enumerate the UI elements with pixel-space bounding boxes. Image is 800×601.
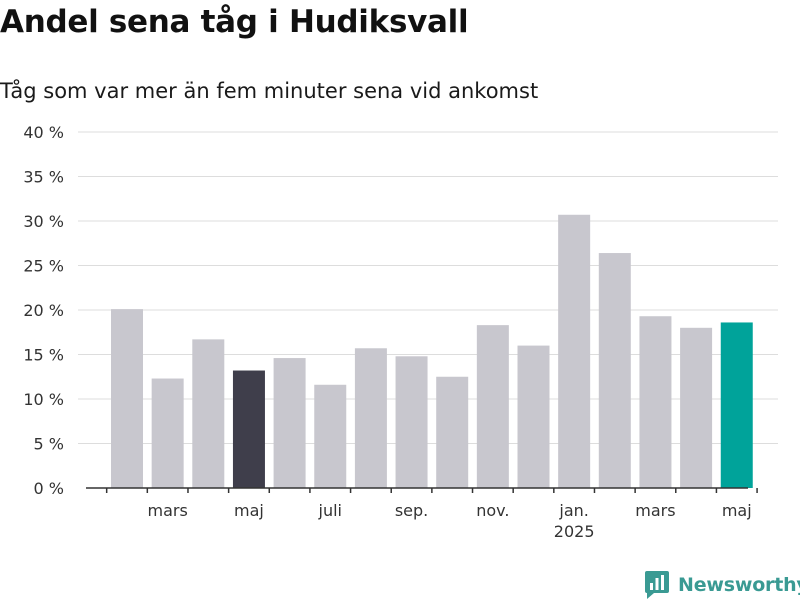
- x-tick-year-label: 2025: [554, 522, 595, 541]
- bar: [151, 378, 184, 488]
- y-tick-label: 35 %: [23, 168, 64, 187]
- x-tick-label: mars: [635, 501, 675, 520]
- bar: [436, 376, 469, 488]
- x-tick-label: nov.: [476, 501, 509, 520]
- y-tick-label: 0 %: [34, 479, 64, 498]
- x-tick-label: mars: [147, 501, 187, 520]
- x-tick-label: jan.: [558, 501, 588, 520]
- bar: [314, 384, 347, 488]
- bar: [273, 358, 306, 488]
- brand-logo: Newsworthy: [644, 569, 800, 601]
- bar: [558, 214, 591, 488]
- bar: [354, 348, 387, 488]
- y-tick-label: 10 %: [23, 390, 64, 409]
- x-tick-label: sep.: [395, 501, 428, 520]
- y-tick-label: 15 %: [23, 346, 64, 365]
- bar-chart: 0 % 5 % 10 % 15 % 20 % 25 % 30 % 35 % 40 % mars ma…: [23, 123, 778, 541]
- y-tick-label: 25 %: [23, 257, 64, 276]
- newsworthy-logo-icon: [645, 571, 669, 599]
- y-tick-label: 20 %: [23, 301, 64, 320]
- bar: [720, 322, 753, 488]
- x-tick-label: juli: [318, 501, 342, 520]
- x-tick-label: maj: [722, 501, 752, 520]
- y-tick-label: 5 %: [34, 435, 64, 454]
- bar: [517, 345, 550, 488]
- x-tick-label: maj: [234, 501, 264, 520]
- y-tick-label: 40 %: [23, 123, 64, 142]
- bar: [639, 316, 672, 488]
- chart-subtitle: Tåg som var mer än fem minuter sena vid …: [0, 79, 539, 103]
- chart-title: Andel sena tåg i Hudiksvall: [0, 4, 469, 40]
- y-tick-label: 30 %: [23, 212, 64, 231]
- bar: [598, 253, 631, 488]
- bar: [111, 309, 143, 488]
- brand-name: Newsworthy: [678, 574, 800, 596]
- bar: [476, 325, 509, 488]
- bar: [395, 356, 428, 488]
- bar: [680, 327, 713, 488]
- bar: [232, 370, 265, 488]
- bar: [192, 339, 225, 488]
